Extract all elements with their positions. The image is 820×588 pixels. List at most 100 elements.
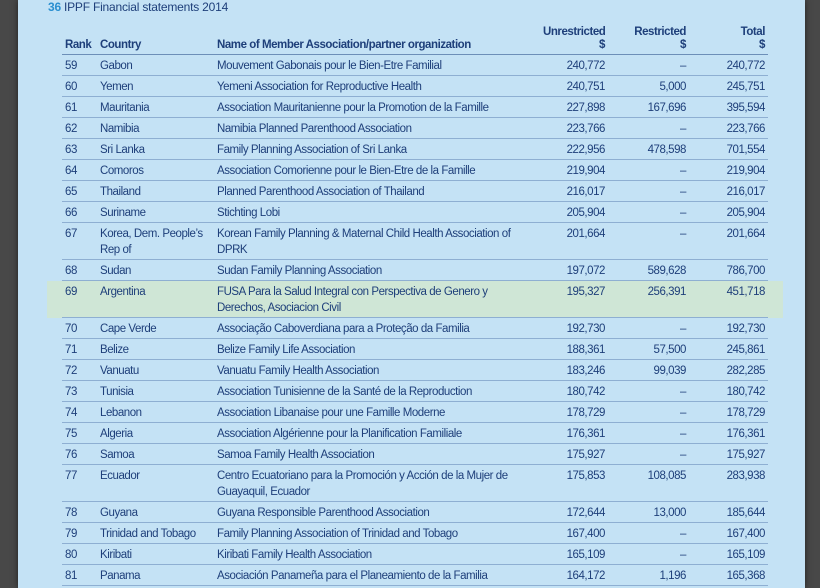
cell-rank: 74	[62, 401, 97, 423]
table-row: 76 Samoa Samoa Family Health Association 17…	[62, 443, 768, 465]
cell-total: 283,938	[689, 464, 768, 502]
running-head-title: IPPF Financial statements 2014	[63, 0, 229, 14]
cell-country: Guyana	[97, 501, 214, 523]
cell-total: 165,368	[689, 564, 768, 586]
cell-unrestricted: 180,742	[540, 380, 608, 402]
cell-total: 223,766	[689, 117, 768, 139]
cell-total: 282,285	[689, 359, 768, 381]
cell-name: FUSA Para la Salud Integral con Perspect…	[214, 280, 540, 318]
cell-restricted: –	[608, 443, 689, 465]
cell-unrestricted: 219,904	[540, 159, 608, 181]
cell-restricted: 478,598	[608, 138, 689, 160]
cell-unrestricted: 172,644	[540, 501, 608, 523]
table-row: 79 Trinidad and Tobago Family Planning Ass…	[62, 522, 768, 544]
cell-country: Namibia	[97, 117, 214, 139]
cell-country: Sri Lanka	[97, 138, 214, 160]
cell-country: Argentina	[97, 280, 214, 318]
cell-country: Korea, Dem. People’s Rep of	[97, 222, 214, 260]
cell-name: Asociación Panameña para el Planeamiento…	[214, 564, 540, 586]
cell-name: Stichting Lobi	[214, 201, 540, 223]
cell-name: Belize Family Life Association	[214, 338, 540, 360]
header-rank: Rank	[62, 26, 97, 55]
cell-country: Belize	[97, 338, 214, 360]
cell-rank: 80	[62, 543, 97, 565]
cell-unrestricted: 195,327	[540, 280, 608, 318]
cell-total: 192,730	[689, 317, 768, 339]
cell-restricted: –	[608, 401, 689, 423]
cell-rank: 63	[62, 138, 97, 160]
cell-name: Guyana Responsible Parenthood Associatio…	[214, 501, 540, 523]
cell-restricted: 57,500	[608, 338, 689, 360]
cell-rank: 70	[62, 317, 97, 339]
cell-country: Sudan	[97, 259, 214, 281]
cell-name: Centro Ecuatoriano para la Promoción y A…	[214, 464, 540, 502]
cell-restricted: –	[608, 222, 689, 260]
cell-unrestricted: 183,246	[540, 359, 608, 381]
cell-restricted: 256,391	[608, 280, 689, 318]
cell-restricted: 5,000	[608, 75, 689, 97]
cell-restricted: –	[608, 54, 689, 76]
cell-rank: 59	[62, 54, 97, 76]
cell-name: Vanuatu Family Health Association	[214, 359, 540, 381]
cell-name: Namibia Planned Parenthood Association	[214, 117, 540, 139]
cell-total: 701,554	[689, 138, 768, 160]
cell-restricted: –	[608, 585, 689, 588]
cell-restricted: 1,196	[608, 564, 689, 586]
cell-country: Tunisia	[97, 380, 214, 402]
cell-name: Association Mauritanienne pour la Promot…	[214, 96, 540, 118]
cell-name: Family Planning Association of Trinidad …	[214, 522, 540, 544]
cell-country: Samoa	[97, 443, 214, 465]
table-header: Rank Country Name of Member Association/…	[62, 26, 768, 55]
cell-country: Gabon	[97, 54, 214, 76]
cell-country: Suriname	[97, 201, 214, 223]
cell-total: 176,361	[689, 422, 768, 444]
cell-country: Djibouti	[97, 585, 214, 588]
cell-name: Planned Parenthood Association of Thaila…	[214, 180, 540, 202]
cell-name: Association Djiboutienne pour l’Equilibr…	[214, 585, 540, 588]
table-row: 77 Ecuador Centro Ecuatoriano para la Prom…	[62, 464, 768, 502]
cell-unrestricted: 175,927	[540, 443, 608, 465]
cell-rank: 64	[62, 159, 97, 181]
cell-unrestricted: 188,361	[540, 338, 608, 360]
cell-restricted: 108,085	[608, 464, 689, 502]
cell-country: Yemen	[97, 75, 214, 97]
cell-unrestricted: 240,751	[540, 75, 608, 97]
cell-rank: 82	[62, 585, 97, 588]
cell-total: 167,400	[689, 522, 768, 544]
cell-rank: 79	[62, 522, 97, 544]
cell-rank: 75	[62, 422, 97, 444]
cell-unrestricted: 192,730	[540, 317, 608, 339]
cell-total: 219,904	[689, 159, 768, 181]
cell-restricted: –	[608, 159, 689, 181]
cell-name: Samoa Family Health Association	[214, 443, 540, 465]
cell-unrestricted: 240,772	[540, 54, 608, 76]
cell-total: 240,772	[689, 54, 768, 76]
cell-total: 180,742	[689, 380, 768, 402]
cell-restricted: –	[608, 522, 689, 544]
table-row: 64 Comoros Association Comorienne pour le …	[62, 159, 768, 181]
cell-total: 395,594	[689, 96, 768, 118]
header-restricted: Restricted $	[608, 26, 689, 55]
table-row: 82DjiboutiAssociation Djiboutienne pour …	[62, 585, 768, 588]
cell-name: Kiribati Family Health Association	[214, 543, 540, 565]
cell-unrestricted: 178,729	[540, 401, 608, 423]
cell-rank: 81	[62, 564, 97, 586]
cell-country: Kiribati	[97, 543, 214, 565]
table-row: 63 Sri Lanka Family Planning Association o…	[62, 138, 768, 160]
cell-restricted: –	[608, 543, 689, 565]
cell-restricted: –	[608, 117, 689, 139]
table-row: 71 Belize Belize Family Life Association 18…	[62, 338, 768, 360]
cell-restricted: –	[608, 180, 689, 202]
cell-unrestricted: 163,881	[540, 585, 608, 588]
cell-name: Association Libanaise pour une Famille M…	[214, 401, 540, 423]
table-row: 72 Vanuatu Vanuatu Family Health Associati…	[62, 359, 768, 381]
cell-unrestricted: 227,898	[540, 96, 608, 118]
cell-name: Association Comorienne pour le Bien-Etre…	[214, 159, 540, 181]
cell-country: Ecuador	[97, 464, 214, 502]
cell-rank: 62	[62, 117, 97, 139]
cell-country: Algeria	[97, 422, 214, 444]
cell-country: Mauritania	[97, 96, 214, 118]
cell-country: Thailand	[97, 180, 214, 202]
cell-unrestricted: 223,766	[540, 117, 608, 139]
cell-rank: 69	[62, 280, 97, 318]
